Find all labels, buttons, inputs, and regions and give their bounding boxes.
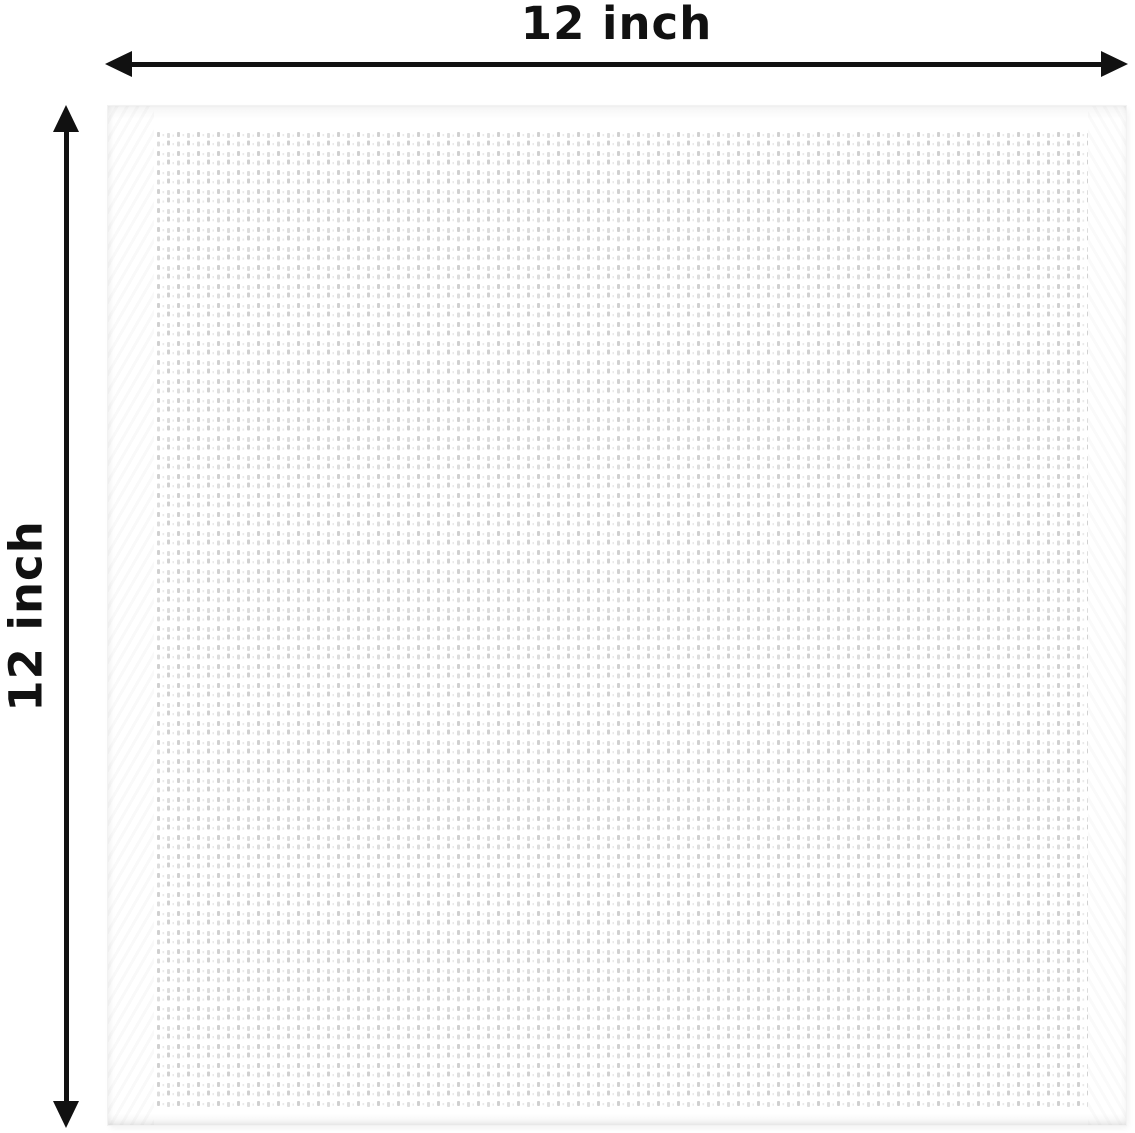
height-dimension-label: 12 inch <box>0 520 53 712</box>
arrow-down-head-icon <box>53 1101 79 1128</box>
width-dimension-label: 12 inch <box>520 0 713 50</box>
arrow-shaft <box>64 123 69 1110</box>
fabric-weave-texture <box>154 130 1088 1109</box>
fabric-selvage-right <box>1088 106 1126 1125</box>
fabric-selvage-bottom <box>108 1109 1126 1125</box>
arrow-right-head-icon <box>1101 51 1128 77</box>
height-arrow-icon <box>53 105 80 1128</box>
arrow-shaft <box>123 62 1110 67</box>
fabric-selvage-top <box>108 106 1126 130</box>
width-arrow-icon <box>105 51 1128 78</box>
fabric-swatch <box>108 106 1126 1125</box>
fabric-selvage-left <box>108 106 154 1125</box>
